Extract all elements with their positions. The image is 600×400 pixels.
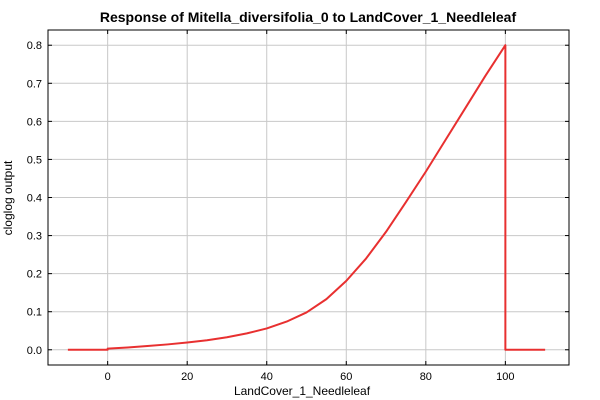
grid-lines — [48, 30, 569, 365]
y-tick-label: 0.0 — [27, 345, 42, 357]
series-line-0 — [67, 44, 546, 351]
x-tick-label: 40 — [261, 371, 273, 383]
y-tick-label: 0.4 — [27, 193, 42, 205]
y-tick-label: 0.6 — [27, 116, 42, 128]
y-tick-label: 0.8 — [27, 40, 42, 52]
y-tick-label: 0.5 — [27, 154, 42, 166]
x-tick-label: 60 — [340, 371, 352, 383]
x-axis-label: LandCover_1_Needleleaf — [234, 384, 371, 398]
y-axis-label: cloglog output — [1, 160, 15, 235]
x-tick-label: 0 — [105, 371, 111, 383]
series-layer — [67, 44, 546, 351]
y-tick-label: 0.2 — [27, 269, 42, 281]
x-tick-label: 20 — [181, 371, 193, 383]
x-tick-label: 100 — [496, 371, 514, 383]
y-tick-label: 0.7 — [27, 78, 42, 90]
x-tick-label: 80 — [420, 371, 432, 383]
y-tick-label: 0.1 — [27, 307, 42, 319]
chart-title: Response of Mitella_diversifolia_0 to La… — [100, 9, 517, 25]
ticks-layer: 0 20 40 60 80 100 0.0 0.1 0.2 0.3 0.4 0.5 0.6 0.7 0.8 — [27, 30, 569, 383]
y-tick-label: 0.3 — [27, 231, 42, 243]
